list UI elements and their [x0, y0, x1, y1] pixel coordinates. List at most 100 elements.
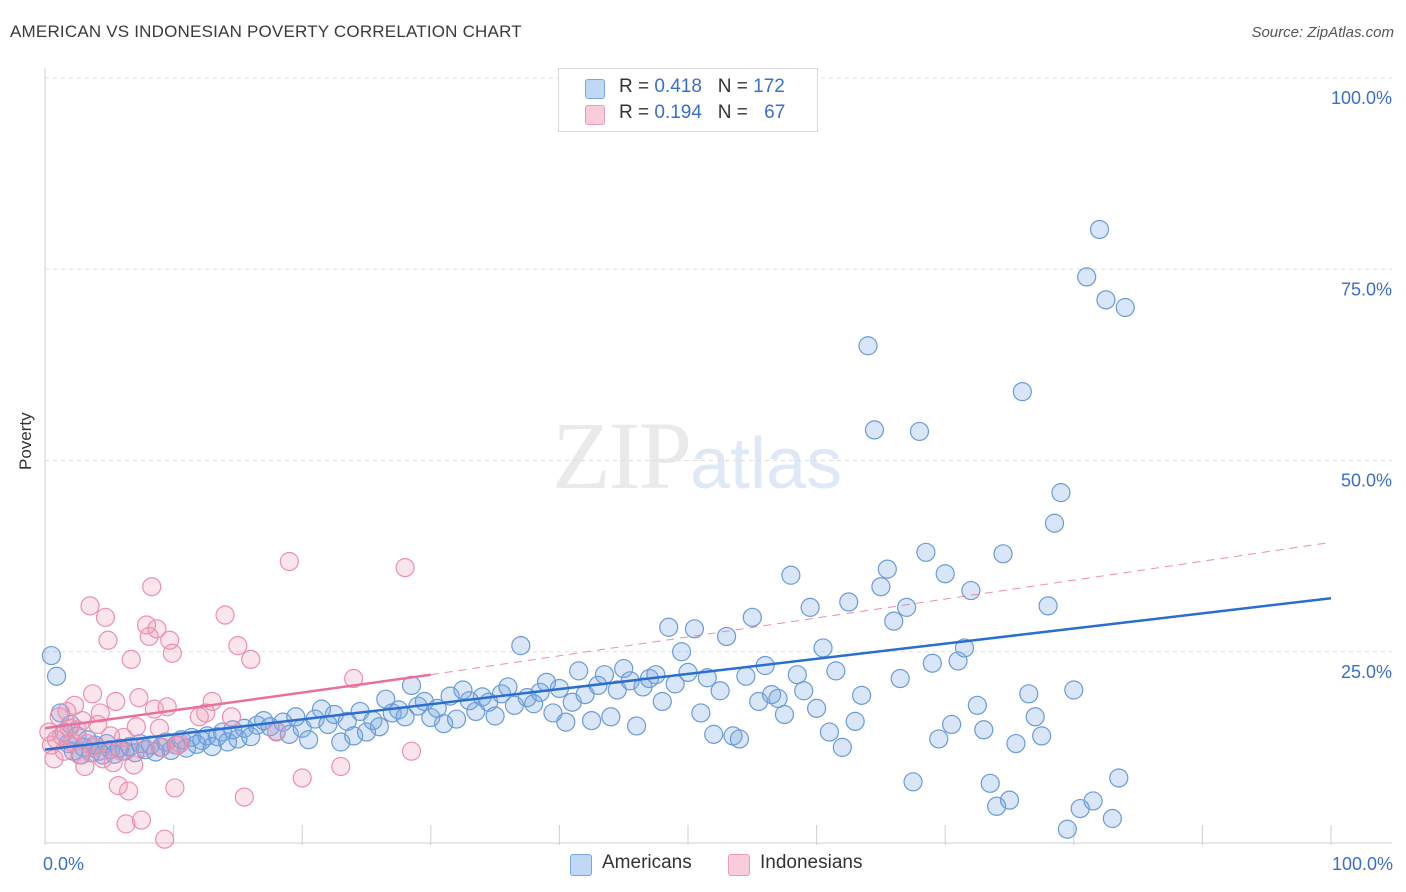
american-point [671, 642, 692, 662]
american-point [1089, 219, 1110, 240]
indonesian-point [136, 615, 157, 635]
american-point [884, 611, 904, 631]
american-point [1057, 819, 1077, 839]
american-point [787, 665, 807, 685]
indonesian-point [279, 551, 299, 572]
american-point [453, 680, 473, 700]
indonesian-point [134, 737, 154, 757]
indonesian-point [162, 643, 182, 663]
american-point [903, 772, 923, 792]
american-point [1109, 768, 1129, 788]
indonesian-point [395, 557, 415, 578]
american-point [961, 580, 981, 601]
indonesian-point [331, 756, 351, 777]
american-point [974, 720, 994, 740]
indonesian-point [147, 619, 167, 639]
american-point [858, 336, 878, 356]
american-point [434, 714, 454, 734]
indonesian-point [401, 741, 422, 761]
indonesian-point [221, 707, 242, 727]
american-point [890, 668, 910, 689]
indonesian-point [64, 695, 85, 715]
american-point [1096, 290, 1116, 310]
american-point [967, 695, 987, 715]
american-point [569, 661, 589, 681]
american-point [581, 710, 602, 731]
american-point [897, 597, 917, 617]
x-tick-label: 0.0% [43, 854, 84, 874]
american-point [954, 638, 975, 658]
indonesian-point [202, 691, 222, 712]
indonesian-point [95, 607, 116, 627]
american-point [774, 704, 795, 725]
american-point [864, 420, 885, 440]
legend-swatch-pink [585, 105, 605, 125]
american-point [839, 592, 859, 612]
indonesian-point [241, 649, 261, 670]
chart-title: AMERICAN VS INDONESIAN POVERTY CORRELATI… [10, 22, 522, 41]
watermark-zip: ZIP [552, 402, 692, 509]
american-point [768, 688, 788, 709]
indonesian-point [215, 605, 235, 625]
indonesian-point [124, 755, 144, 775]
indonesian-point [121, 649, 141, 670]
indonesian-point [103, 753, 123, 773]
indonesian-point [108, 776, 128, 796]
american-point [1115, 297, 1135, 318]
indonesian-point [80, 596, 100, 616]
american-point [1083, 791, 1103, 811]
legend: R = 0.418 N = 172 R = 0.194 N = 67 [558, 68, 818, 132]
american-point [511, 636, 531, 656]
american-point [935, 564, 955, 584]
american-point [729, 729, 750, 749]
indonesian-point [165, 778, 185, 798]
american-point [826, 661, 846, 681]
indonesian-point [75, 756, 95, 777]
american-point [1044, 513, 1065, 533]
legend-r-label: R = [619, 76, 655, 97]
indonesian-point [344, 668, 364, 689]
american-point [594, 665, 615, 685]
american-point [832, 737, 852, 757]
indonesian-point [57, 701, 77, 722]
american-point [704, 724, 724, 744]
legend-swatch-blue [585, 79, 605, 99]
american-point [993, 544, 1013, 564]
american-point [556, 712, 576, 732]
indonesian-point [82, 684, 103, 704]
legend-r-value: 0.418 [654, 76, 702, 97]
indonesian-point [170, 733, 190, 754]
indonesian-point [106, 691, 126, 712]
american-point [446, 709, 467, 729]
y-tick-label: 100.0% [1331, 88, 1392, 108]
trend-line [44, 596, 1332, 751]
legend-r-value: 0.194 [654, 102, 702, 123]
american-point [710, 681, 730, 701]
indonesian-point [234, 787, 254, 807]
american-point [299, 730, 319, 750]
y-tick-label: 25.0% [1341, 662, 1392, 682]
indonesian-point [142, 577, 162, 597]
american-point [41, 645, 62, 666]
trend-line [44, 673, 431, 730]
indonesian-point [90, 703, 110, 723]
american-point [800, 597, 820, 617]
indonesian-point [131, 810, 152, 830]
legend-n-value: 67 [764, 102, 786, 123]
indonesian-point [93, 749, 113, 769]
american-point [980, 773, 1000, 793]
american-point [999, 790, 1020, 810]
indonesian-point [126, 717, 146, 737]
american-point [1032, 726, 1052, 746]
american-point [684, 619, 705, 639]
american-point [806, 698, 827, 718]
american-point [626, 716, 647, 736]
legend-n-label: N = [717, 76, 754, 97]
american-point [852, 685, 872, 705]
american-point [794, 681, 814, 701]
american-point [845, 711, 865, 731]
american-point [1051, 483, 1071, 503]
american-point [871, 577, 891, 597]
american-point [356, 722, 377, 742]
indonesian-point [118, 781, 139, 801]
